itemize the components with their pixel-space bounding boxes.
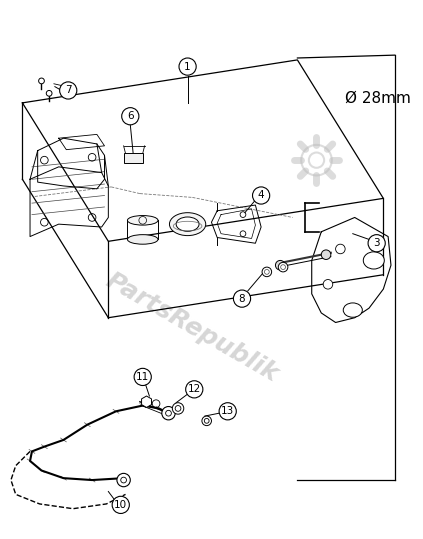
Circle shape: [46, 91, 52, 96]
Circle shape: [134, 368, 151, 385]
Text: 6: 6: [127, 111, 134, 121]
Circle shape: [122, 108, 139, 125]
Text: 11: 11: [136, 372, 149, 382]
Text: 3: 3: [374, 238, 380, 248]
Circle shape: [335, 244, 345, 254]
Circle shape: [309, 153, 324, 168]
Text: 1: 1: [184, 61, 191, 72]
Ellipse shape: [170, 213, 206, 236]
Ellipse shape: [176, 217, 199, 231]
Circle shape: [38, 78, 44, 84]
Circle shape: [275, 260, 285, 270]
Circle shape: [162, 406, 175, 420]
FancyBboxPatch shape: [124, 154, 143, 163]
Text: Ø 28mm: Ø 28mm: [345, 91, 411, 106]
Circle shape: [60, 82, 77, 99]
Circle shape: [321, 250, 331, 259]
Circle shape: [172, 403, 184, 414]
Circle shape: [186, 381, 203, 398]
Circle shape: [219, 403, 236, 420]
Circle shape: [262, 267, 272, 277]
Circle shape: [323, 280, 333, 289]
Circle shape: [253, 187, 270, 204]
Text: PartsRepublik: PartsRepublik: [102, 268, 283, 386]
Text: 7: 7: [65, 86, 71, 95]
Text: 13: 13: [221, 406, 234, 416]
Circle shape: [278, 262, 288, 272]
Circle shape: [368, 234, 385, 252]
Circle shape: [233, 290, 250, 307]
Text: 4: 4: [258, 190, 264, 201]
Text: 12: 12: [188, 384, 201, 395]
Text: 8: 8: [239, 294, 245, 303]
Circle shape: [202, 416, 212, 426]
Ellipse shape: [343, 303, 363, 317]
Ellipse shape: [127, 234, 158, 244]
Ellipse shape: [363, 252, 385, 269]
Text: 10: 10: [114, 500, 127, 510]
Ellipse shape: [127, 216, 158, 225]
Circle shape: [179, 58, 196, 75]
Circle shape: [117, 473, 130, 487]
Circle shape: [112, 496, 129, 514]
